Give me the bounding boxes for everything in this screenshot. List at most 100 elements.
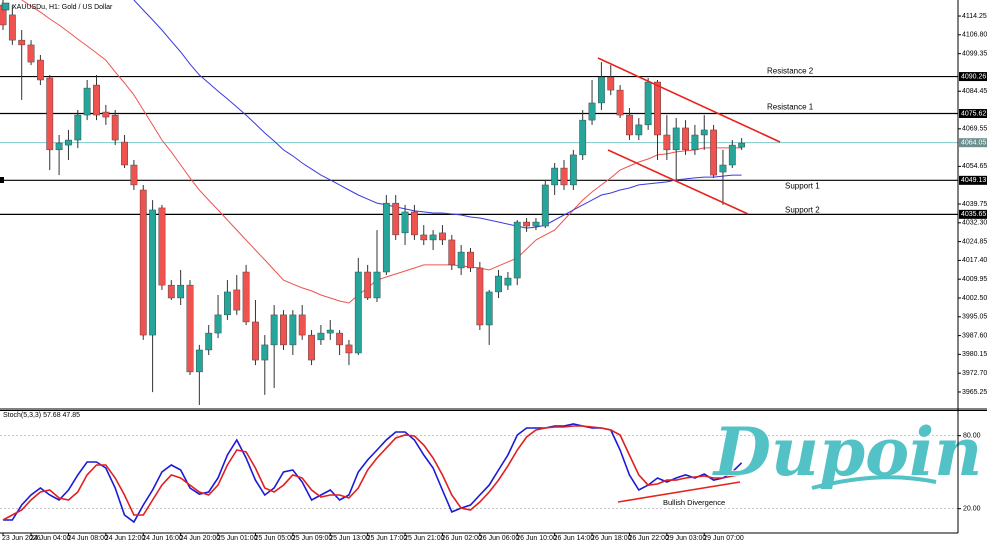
- candle-body: [382, 202, 390, 273]
- y-tick-label: 3987.60: [962, 332, 987, 339]
- candle-body: [186, 284, 194, 373]
- x-tick-label: 24 Jun 08:00: [67, 535, 108, 541]
- candle-body: [261, 344, 269, 361]
- x-tick-label: 25 Jun 13:00: [329, 535, 370, 541]
- y-tick-label: 3972.70: [962, 370, 987, 377]
- candle-body: [504, 277, 512, 286]
- x-tick-label: 26 Jun 18:00: [591, 535, 632, 541]
- candle-body: [439, 232, 446, 241]
- candle-body: [298, 314, 306, 336]
- candle-body: [111, 114, 119, 141]
- candle-body: [672, 127, 680, 151]
- candle-body: [326, 329, 334, 334]
- x-tick-label: 24 Jun 16:00: [142, 535, 183, 541]
- x-tick-label: 24 Jun 04:00: [30, 535, 71, 541]
- candle-body: [65, 139, 72, 146]
- price-box-label: 4035.65: [961, 211, 986, 218]
- back-layer: 4114.25 4106.80 4099.35 4084.45 4069.55 4054.…: [0, 13, 987, 541]
- candle-body: [588, 102, 596, 121]
- x-tick-label: 25 Jun 17:00: [367, 535, 408, 541]
- y-tick-label: 4002.50: [962, 295, 987, 302]
- candle-body: [373, 271, 381, 299]
- candle-body: [467, 251, 474, 269]
- moving-average: [133, 0, 742, 229]
- candle-body: [149, 209, 156, 336]
- level-label: Resistance 1: [767, 103, 814, 112]
- candle-body: [27, 44, 35, 63]
- price-box-label: 4090.26: [961, 73, 986, 80]
- candle-body: [420, 234, 428, 241]
- candle-body: [46, 77, 54, 151]
- candle-body: [121, 141, 128, 166]
- candle-body: [738, 142, 746, 148]
- x-tick-label: 26 Jun 06:00: [479, 535, 520, 541]
- candle-body: [663, 134, 671, 151]
- y-tick-label: 20.00: [963, 506, 981, 513]
- y-tick-label: 4069.55: [962, 126, 987, 133]
- candle-body: [289, 314, 297, 346]
- x-tick-label: 25 Jun 09:00: [292, 535, 333, 541]
- candle-body: [8, 14, 16, 41]
- candle-body: [598, 76, 605, 104]
- y-tick-label: 4106.80: [962, 32, 987, 39]
- level-marker: [0, 177, 4, 183]
- candle-body: [457, 251, 465, 269]
- candle-body: [626, 114, 633, 136]
- x-tick-label: 24 Jun 20:00: [180, 535, 221, 541]
- x-tick-label: 26 Jun 22:00: [628, 535, 669, 541]
- x-tick-label: 25 Jun 21:00: [404, 535, 445, 541]
- candle-body: [37, 59, 44, 81]
- candle-body: [654, 81, 661, 136]
- candle-body: [523, 221, 531, 227]
- candle-body: [317, 332, 325, 341]
- y-tick-label: 4099.35: [962, 50, 987, 57]
- x-tick-label: 23 Jun 2026: [2, 535, 41, 541]
- x-tick-label: 25 Jun 05:00: [254, 535, 295, 541]
- candle-body: [139, 189, 147, 336]
- candle-body: [551, 167, 559, 186]
- y-tick-label: 4017.40: [962, 257, 987, 264]
- price-box-label: 4049.13: [961, 177, 986, 184]
- main-layer: [0, 0, 746, 524]
- x-tick-label: 26 Jun 14:00: [554, 535, 595, 541]
- candle-body: [429, 234, 437, 241]
- divergence-line: [617, 481, 741, 503]
- candle-body: [532, 221, 540, 227]
- candle-body: [476, 267, 484, 326]
- candle-body: [167, 284, 175, 299]
- y-tick-label: 4039.75: [962, 201, 987, 208]
- candle-body: [607, 76, 615, 91]
- candle-body: [411, 211, 418, 236]
- candle-body: [280, 314, 287, 346]
- x-tick-label: 24 Jun 12:00: [105, 535, 146, 541]
- stochastic-line: [2, 425, 742, 521]
- y-tick-label: 3995.05: [962, 314, 987, 321]
- x-tick-label: 29 Jun 03:00: [666, 535, 707, 541]
- candle-body: [74, 114, 82, 141]
- x-tick-label: 29 Jun 07:00: [703, 535, 744, 541]
- candle-body: [644, 81, 652, 126]
- candle-body: [635, 124, 643, 136]
- candle-body: [569, 154, 577, 186]
- candle-body: [719, 164, 727, 173]
- candle-body: [728, 144, 736, 166]
- y-tick-label: 80.00: [963, 432, 981, 439]
- y-tick-label: 4032.30: [962, 220, 987, 227]
- price-box: [959, 138, 987, 148]
- candle-body: [513, 221, 521, 279]
- y-tick-label: 4009.95: [962, 276, 987, 283]
- price-box: [959, 175, 987, 185]
- x-tick-label: 26 Jun 10:00: [516, 535, 557, 541]
- candle-body: [448, 239, 456, 266]
- indicator-title: Stoch(5,3,3) 57.68 47.85: [3, 412, 80, 419]
- candle-body: [354, 271, 362, 354]
- candle-body: [130, 164, 138, 186]
- candle-body: [242, 271, 250, 323]
- candle-body: [401, 211, 409, 234]
- moving-average: [21, 0, 742, 304]
- candle-body: [495, 275, 502, 293]
- stochastic-line: [3, 423, 743, 524]
- candle-body: [233, 289, 241, 311]
